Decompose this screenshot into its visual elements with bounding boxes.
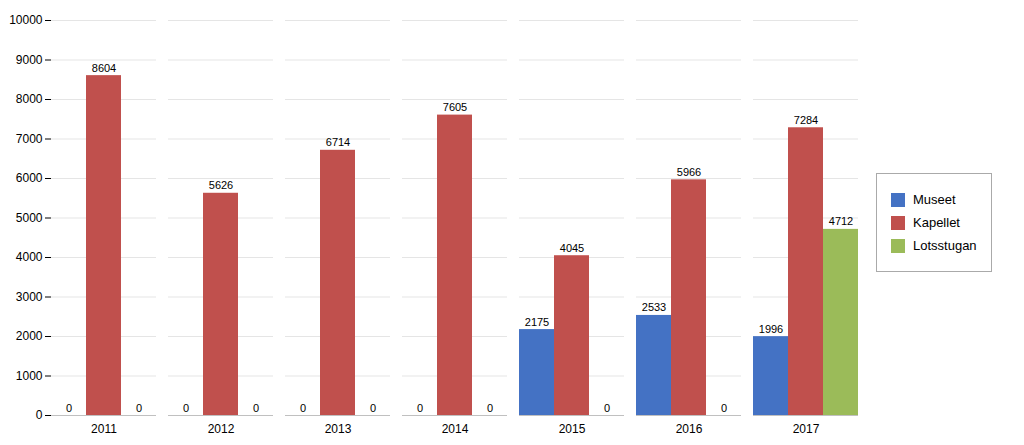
svg-text:0: 0	[604, 402, 610, 414]
svg-text:6000: 6000	[16, 171, 43, 185]
svg-text:0: 0	[183, 402, 189, 414]
svg-text:6714: 6714	[326, 136, 350, 148]
svg-text:1000: 1000	[16, 369, 43, 383]
html-text:Museet: Museet	[913, 192, 956, 207]
svg-text:3000: 3000	[16, 290, 43, 304]
svg-text:2012: 2012	[208, 422, 235, 436]
svg-text:2013: 2013	[325, 422, 352, 436]
svg-text:5626: 5626	[209, 179, 233, 191]
svg-text:0: 0	[66, 402, 72, 414]
svg-text:0: 0	[253, 402, 259, 414]
svg-text:1996: 1996	[759, 323, 783, 335]
svg-text:0: 0	[136, 402, 142, 414]
html-text:Lotsstugan: Lotsstugan	[913, 238, 977, 253]
html-text:Kapellet: Kapellet	[913, 215, 960, 230]
svg-text:0: 0	[370, 402, 376, 414]
svg-text:2014: 2014	[442, 422, 469, 436]
svg-text:10000: 10000	[9, 13, 43, 27]
svg-text:2175: 2175	[525, 316, 549, 328]
svg-text:8604: 8604	[92, 62, 116, 74]
svg-text:9000: 9000	[16, 53, 43, 67]
svg-text:2000: 2000	[16, 329, 43, 343]
svg-text:2017: 2017	[793, 422, 820, 436]
svg-text:0: 0	[417, 402, 423, 414]
svg-text:4712: 4712	[829, 215, 853, 227]
svg-text:4000: 4000	[16, 250, 43, 264]
svg-text:0: 0	[36, 408, 43, 422]
svg-text:0: 0	[487, 402, 493, 414]
svg-text:2533: 2533	[642, 301, 666, 313]
svg-text:2011: 2011	[91, 422, 117, 436]
svg-text:7605: 7605	[443, 101, 467, 113]
svg-text:7284: 7284	[794, 114, 818, 126]
svg-text:4045: 4045	[560, 242, 584, 254]
svg-text:5000: 5000	[16, 211, 43, 225]
svg-text:5966: 5966	[677, 166, 701, 178]
svg-text:2016: 2016	[676, 422, 703, 436]
svg-text:7000: 7000	[16, 132, 43, 146]
svg-text:0: 0	[300, 402, 306, 414]
svg-text:0: 0	[721, 402, 727, 414]
svg-text:8000: 8000	[16, 92, 43, 106]
svg-text:2015: 2015	[559, 422, 586, 436]
